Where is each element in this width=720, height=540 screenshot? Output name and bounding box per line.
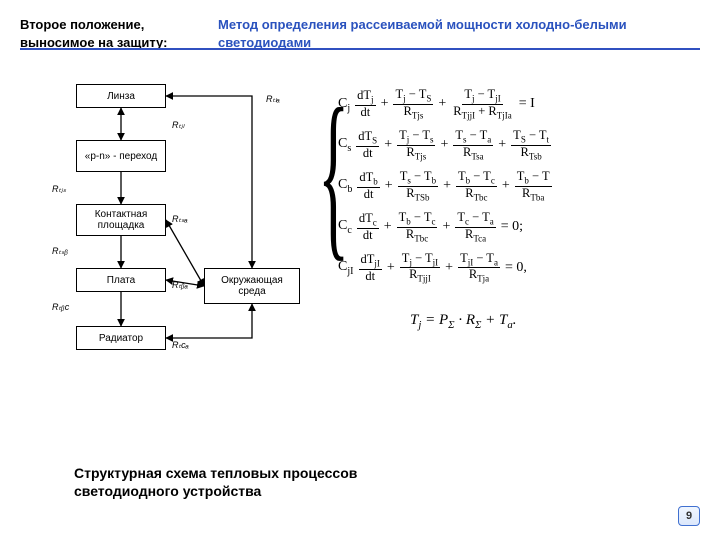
equation-line: CjdTjdt+Tj − TSRTjs+Tj − TjIRTjjI + RTjI… [338, 88, 710, 121]
equation-line: CjIdTjIdt+Tj − TjIRTjjI+TjI − TaRTja= 0, [338, 252, 710, 285]
edge-label: Rₜₗₐ [266, 94, 280, 105]
thermal-diagram: Линза «p-n» - переход Контактная площадка П… [36, 84, 316, 404]
header-divider [20, 48, 700, 50]
edge-label: Rₜⱼₗ [172, 120, 184, 131]
edge-label: Rₜᵦₐ [172, 280, 188, 291]
header-left-label: Второе положение, выносимое на защиту: [20, 16, 190, 51]
equation-line: CsdTSdt+Tj − TsRTjs+Ts − TaRTsa+TS − TtR… [338, 129, 710, 162]
header-title: Метод определения рассеиваемой мощности … [218, 16, 700, 51]
page-header: Второе положение, выносимое на защиту: М… [0, 0, 720, 59]
edge-label: Rₜⱼₛ [52, 184, 66, 195]
page-number-badge: 9 [678, 506, 700, 526]
equation-line: CbdTbdt+Ts − TbRTSb+Tb − TcRTbc+Tb − TRT… [338, 170, 710, 203]
edge-label: Rₜₛᵦ [52, 246, 68, 257]
diagram-node: Радиатор [76, 326, 166, 350]
equation-block: { CjdTjdt+Tj − TSRTjs+Tj − TjIRTjjI + RT… [320, 88, 710, 284]
equation-system: { CjdTjdt+Tj − TSRTjs+Tj − TjIRTjjI + RT… [320, 80, 710, 331]
edge-label: Rₜᵦc [52, 302, 69, 313]
diagram-caption: Структурная схема тепловых процессов све… [74, 464, 454, 500]
diagram-node: Окружающая среда [204, 268, 300, 304]
equation-line: CcdTcdt+Tb − TcRTbc+Tc − TaRTca= 0; [338, 211, 710, 244]
edge-label: Rₜcₐ [172, 340, 189, 351]
diagram-node: «p-n» - переход [76, 140, 166, 172]
content-area: Линза «p-n» - переход Контактная площадка П… [0, 74, 720, 540]
diagram-node: Плата [76, 268, 166, 292]
diagram-node: Линза [76, 84, 166, 108]
final-equation: Tj = PΣ · RΣ + Ta. [410, 312, 710, 331]
edge-label: Rₜₛₐ [172, 214, 188, 225]
diagram-edges [36, 84, 316, 404]
diagram-node: Контактная площадка [76, 204, 166, 236]
curly-brace-icon: { [318, 88, 349, 261]
